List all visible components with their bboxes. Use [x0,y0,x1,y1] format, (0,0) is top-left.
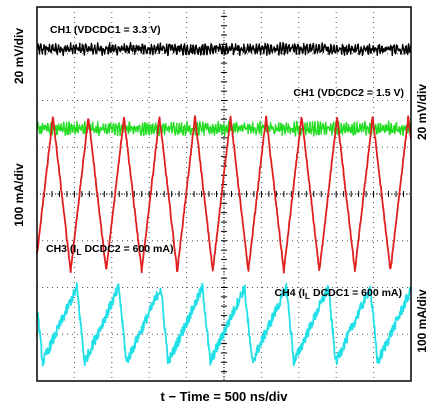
graticule [36,6,412,382]
trace-label-ch1b: CH1 (VDCDC2 = 1.5 V) [293,87,404,99]
trace-ch3 [36,115,412,274]
y-axis-label-left-bottom: 100 mA/div [12,163,26,227]
x-axis-label: t − Time = 500 ns/div [161,389,289,404]
y-axis-label-right-top: 20 mV/div [415,84,429,140]
trace-ch1b [36,120,412,137]
y-axis-label-left-top: 20 mV/div [12,28,26,84]
trace-label-ch4: CH4 (IL DCDC1 = 600 mA) [275,287,402,301]
trace-label-ch3: CH3 (IL DCDC2 = 600 mA) [46,243,173,257]
trace-ch1a [36,42,412,57]
traces [36,42,412,367]
trace-labels: CH1 (VDCDC1 = 3.3 V) CH1 (VDCDC2 = 1.5 V)… [46,24,404,301]
trace-ch4 [36,282,412,367]
y-axis-label-right-bottom: 100 mA/div [415,289,429,353]
plot-frame [36,6,412,382]
trace-label-ch1a: CH1 (VDCDC1 = 3.3 V) [50,24,161,36]
